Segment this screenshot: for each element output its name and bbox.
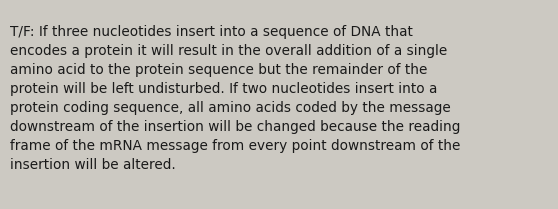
Text: T/F: If three nucleotides insert into a sequence of DNA that
encodes a protein i: T/F: If three nucleotides insert into a … (10, 25, 460, 172)
